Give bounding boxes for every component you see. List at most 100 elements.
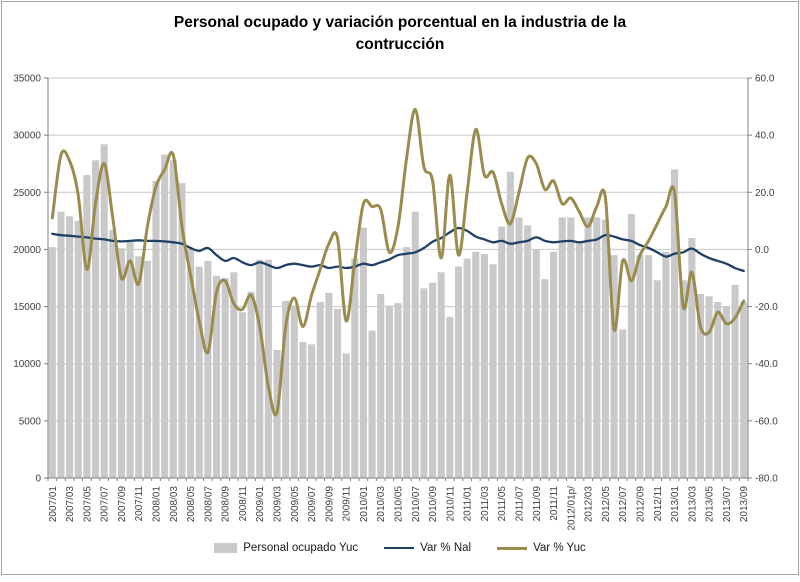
y-axis-label-right: -60.0 <box>755 416 778 427</box>
x-axis-label: 2012/11 <box>653 486 664 522</box>
x-axis-label: 2012/05 <box>601 486 612 523</box>
x-axis-label: 2012/01p/ <box>566 486 577 531</box>
bar <box>645 255 653 478</box>
y-axis-label-left: 25000 <box>13 188 41 199</box>
bar <box>411 211 419 478</box>
x-axis-label: 2008/09 <box>221 486 232 523</box>
bar <box>394 303 402 478</box>
bar <box>342 353 350 478</box>
bar <box>619 329 627 478</box>
bar <box>662 251 670 478</box>
x-axis-label: 2013/03 <box>687 486 698 523</box>
x-axis-label: 2013/07 <box>722 486 733 523</box>
x-axis-label: 2010/03 <box>376 486 387 523</box>
y-axis-label-left: 30000 <box>13 131 41 142</box>
x-axis-label: 2012/07 <box>618 486 629 523</box>
x-axis-label: 2010/11 <box>445 486 456 522</box>
bar <box>308 344 316 478</box>
bar <box>135 256 143 478</box>
bar <box>385 305 393 478</box>
bar <box>524 225 532 478</box>
x-axis-label: 2013/09 <box>739 486 750 523</box>
bar <box>238 312 246 478</box>
bar <box>679 280 687 478</box>
bar <box>731 284 739 478</box>
y-axis-label-left: 20000 <box>13 245 41 256</box>
bar <box>143 260 151 478</box>
x-axis-label: 2012/03 <box>584 486 595 523</box>
y-axis-label-right: -80.0 <box>755 474 778 485</box>
chart-title-text: Personal ocupado y variación porcentual … <box>173 14 627 54</box>
y-axis-label-right: 60.0 <box>755 74 775 85</box>
y-axis-label-left: 5000 <box>19 416 42 427</box>
y-axis-label-left: 0 <box>35 474 41 485</box>
bar <box>204 260 212 478</box>
bar <box>437 272 445 478</box>
bar <box>247 291 255 478</box>
x-axis-label: 2009/09 <box>324 486 335 523</box>
y-axis-label-right: -20.0 <box>755 302 778 313</box>
x-axis-label: 2009/07 <box>307 486 318 523</box>
bar <box>74 220 82 478</box>
x-axis-label: 2007/03 <box>65 486 76 523</box>
x-axis-label: 2007/01 <box>48 486 59 523</box>
bar <box>515 217 523 478</box>
x-axis-label: 2008/03 <box>169 486 180 523</box>
line-swatch-nal-icon <box>384 547 415 549</box>
bar <box>506 171 514 478</box>
bar <box>316 302 324 478</box>
line-swatch-yuc-icon <box>497 546 528 550</box>
x-axis-label: 2009/03 <box>273 486 284 523</box>
chart-legend: Personal ocupado Yuc Var % Nal Var % Yuc <box>0 542 800 554</box>
x-axis-label: 2007/05 <box>82 486 93 523</box>
bar <box>558 217 566 478</box>
bar <box>463 258 471 478</box>
bar <box>696 294 705 478</box>
bar <box>740 302 748 478</box>
bar <box>359 227 367 478</box>
bar <box>671 169 679 478</box>
legend-item-personal-ocupado: Personal ocupado Yuc <box>214 542 358 554</box>
x-axis-label: 2008/05 <box>186 486 197 523</box>
bar <box>169 160 177 479</box>
bar <box>351 258 359 478</box>
bar <box>446 316 454 478</box>
bar <box>472 251 480 478</box>
bar <box>480 254 488 478</box>
bar <box>688 238 696 478</box>
bar <box>714 302 722 478</box>
bar <box>187 249 195 478</box>
x-axis-label: 2010/01 <box>359 486 370 523</box>
bar <box>256 259 264 478</box>
x-axis-label: 2013/01 <box>670 486 681 523</box>
line-var-yuc <box>50 107 746 417</box>
bar <box>264 259 272 478</box>
legend-item-var-yuc: Var % Yuc <box>497 542 586 554</box>
bar <box>195 266 203 478</box>
x-axis-label: 2007/07 <box>100 486 111 523</box>
bar <box>403 247 411 478</box>
bar <box>66 216 74 479</box>
x-axis-label: 2010/09 <box>428 486 439 523</box>
legend-label: Var % Yuc <box>533 542 586 554</box>
bar <box>126 240 134 478</box>
bar <box>722 306 730 478</box>
bar <box>653 280 661 478</box>
x-axis-label: 2009/11 <box>342 486 353 522</box>
y-axis-label-left: 15000 <box>13 302 41 313</box>
bar <box>601 219 609 478</box>
bar <box>178 183 186 478</box>
bar <box>299 342 307 478</box>
x-axis-label: 2011/03 <box>480 486 491 522</box>
bar <box>282 300 290 478</box>
bar <box>627 214 635 478</box>
bar <box>48 247 56 478</box>
bar <box>498 226 506 478</box>
y-axis-label-right: 0.0 <box>755 245 769 256</box>
legend-item-var-nal: Var % Nal <box>384 542 471 554</box>
bar <box>117 248 125 478</box>
bar <box>636 255 644 478</box>
bar <box>705 296 713 478</box>
x-axis-label: 2010/05 <box>394 486 405 523</box>
